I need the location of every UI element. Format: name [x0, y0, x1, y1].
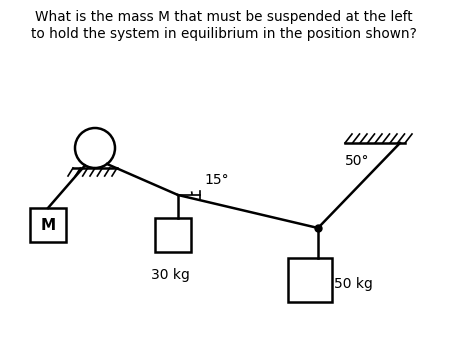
Text: M: M	[40, 218, 56, 232]
Text: 50°: 50°	[345, 154, 370, 168]
Text: 15°: 15°	[204, 173, 229, 187]
Text: to hold the system in equilibrium in the position shown?: to hold the system in equilibrium in the…	[31, 27, 417, 41]
FancyBboxPatch shape	[155, 218, 191, 252]
Text: 30 kg: 30 kg	[150, 268, 189, 282]
Text: 50 kg: 50 kg	[334, 277, 373, 291]
FancyBboxPatch shape	[30, 208, 66, 242]
Text: What is the mass M that must be suspended at the left: What is the mass M that must be suspende…	[35, 10, 413, 24]
FancyBboxPatch shape	[288, 258, 332, 302]
